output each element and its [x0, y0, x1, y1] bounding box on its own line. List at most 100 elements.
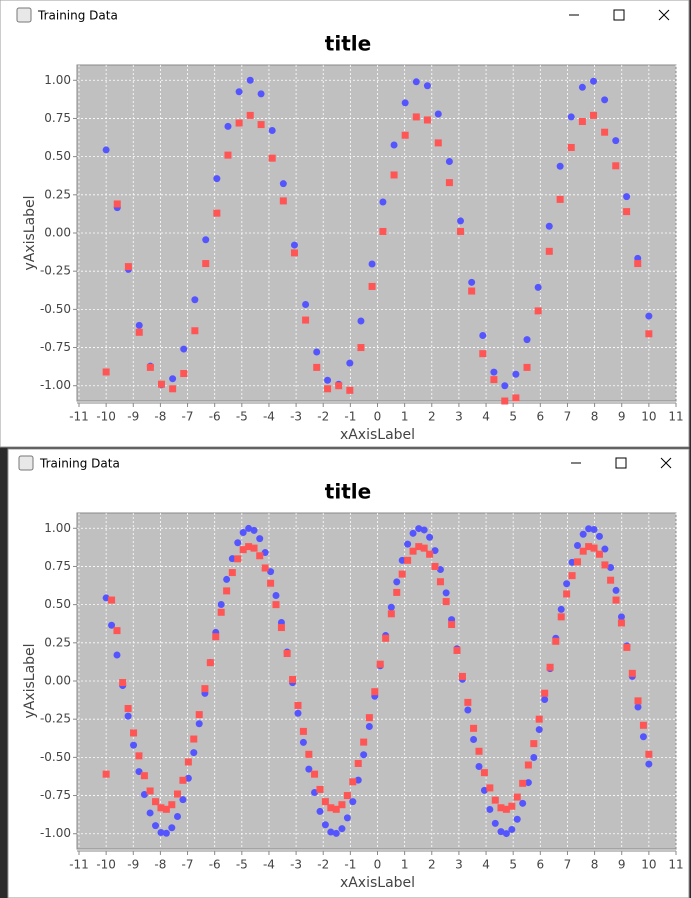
data-square [157, 804, 165, 812]
data-square [557, 613, 565, 621]
data-point [607, 564, 615, 572]
x-tick-label: -5 [236, 410, 248, 424]
data-square [327, 804, 335, 812]
data-point [578, 83, 586, 91]
data-point [239, 529, 247, 537]
data-point [368, 260, 376, 268]
data-square [168, 801, 176, 809]
data-square [470, 724, 478, 732]
data-square [223, 587, 231, 595]
data-square [595, 550, 603, 558]
data-point [234, 539, 242, 547]
data-point [213, 175, 221, 183]
data-square [180, 370, 188, 378]
data-point [102, 594, 110, 602]
data-point [179, 796, 187, 804]
data-point [431, 547, 439, 555]
data-square [108, 596, 116, 604]
data-square [535, 715, 543, 723]
data-point [568, 558, 576, 566]
data-point [530, 754, 538, 762]
y-tick-label: 0.75 [44, 559, 71, 573]
data-square [335, 382, 343, 390]
x-tick-label: -11 [69, 858, 89, 872]
data-point [135, 321, 143, 329]
x-tick-label: -4 [263, 858, 275, 872]
data-square [279, 197, 287, 205]
data-square [290, 249, 298, 257]
data-square [390, 171, 398, 179]
data-square [245, 543, 253, 551]
x-tick-label: -8 [154, 858, 166, 872]
y-tick-label: -1.00 [40, 378, 71, 392]
x-tick-label: -6 [209, 410, 221, 424]
data-point [457, 217, 465, 225]
data-point [332, 829, 340, 837]
y-tick-label: 0.00 [44, 226, 71, 240]
x-axis-label: xAxisLabel [340, 427, 415, 443]
data-square [228, 569, 236, 577]
data-point [302, 300, 310, 308]
close-button[interactable] [660, 457, 672, 469]
data-point [338, 825, 346, 833]
data-point [585, 525, 593, 533]
x-tick-label: 9 [618, 410, 626, 424]
data-point [490, 368, 498, 376]
close-button[interactable] [658, 9, 670, 21]
data-square [360, 738, 368, 746]
data-point [475, 763, 483, 771]
data-square [530, 740, 538, 748]
data-point [272, 591, 280, 599]
data-point [124, 712, 132, 720]
x-tick-label: 4 [482, 858, 490, 872]
x-tick-label: 8 [591, 858, 599, 872]
data-square [368, 282, 376, 290]
data-square [431, 562, 439, 570]
data-square [501, 397, 509, 405]
data-point [535, 726, 543, 734]
x-tick-label: 5 [509, 858, 517, 872]
x-tick-label: -2 [317, 410, 329, 424]
maximize-button[interactable] [613, 9, 625, 21]
data-point [409, 529, 417, 537]
data-point [497, 828, 505, 836]
data-point [261, 549, 269, 557]
y-tick-label: -0.50 [40, 302, 71, 316]
data-point [146, 809, 154, 817]
data-square [512, 394, 520, 402]
data-square [212, 633, 220, 641]
plot-area [76, 64, 677, 402]
data-square [268, 154, 276, 162]
x-tick-label: -9 [127, 858, 139, 872]
data-point [486, 805, 494, 813]
data-square [623, 208, 631, 216]
app-icon [16, 7, 32, 23]
x-tick-label: 3 [455, 410, 463, 424]
data-square [453, 646, 461, 654]
data-square [246, 111, 254, 119]
data-square [313, 363, 321, 371]
data-point [595, 532, 603, 540]
data-square [338, 801, 346, 809]
data-point [299, 738, 307, 746]
data-square [623, 643, 631, 651]
data-square [146, 363, 154, 371]
data-square [479, 350, 487, 358]
x-tick-label: -4 [263, 410, 275, 424]
data-point [379, 198, 387, 206]
x-tick-label: 6 [536, 410, 544, 424]
data-square [135, 752, 143, 760]
data-point [601, 545, 609, 553]
y-tick-label: -0.75 [40, 340, 71, 354]
y-tick-label: 1.00 [44, 73, 71, 87]
data-square [491, 796, 499, 804]
data-square [217, 608, 225, 616]
data-point [442, 589, 450, 597]
maximize-button[interactable] [615, 457, 627, 469]
data-square [578, 118, 586, 126]
x-tick-label: -1 [344, 410, 356, 424]
data-square [420, 544, 428, 552]
data-square [261, 564, 269, 572]
data-square [524, 761, 532, 769]
data-square [590, 111, 598, 119]
